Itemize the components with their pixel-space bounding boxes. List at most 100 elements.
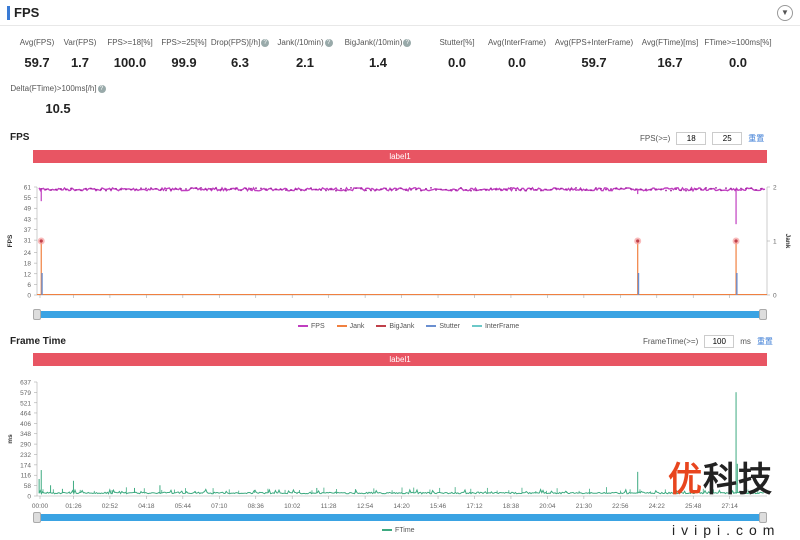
fps-point	[630, 188, 632, 190]
fps-point	[120, 188, 122, 191]
ftime-series-line	[38, 488, 764, 495]
fps-point	[395, 189, 397, 192]
fps-point	[255, 187, 257, 190]
metric-value: 0.0	[507, 55, 527, 70]
fps-point	[505, 188, 507, 191]
frametime-unit: ms	[740, 337, 751, 346]
fps-point	[360, 187, 362, 190]
fps-point	[200, 187, 202, 189]
y-tick-label: 12	[24, 271, 32, 278]
frametime-legend: FTime	[382, 527, 415, 534]
fps-point	[570, 188, 572, 190]
frametime-threshold-input[interactable]	[704, 335, 735, 348]
metric-value: 1.7	[70, 55, 90, 70]
metric-label: Delta(FTime)>100ms[/h]?	[8, 84, 108, 93]
slider-handle-left[interactable]	[33, 512, 41, 523]
fps-point	[115, 187, 117, 190]
metric-label: Drop(FPS)[/h]?	[190, 38, 290, 47]
y-tick-label: 174	[20, 462, 31, 469]
fps-point	[615, 187, 617, 190]
fps-point	[670, 189, 672, 192]
legend-item-stutter[interactable]: Stutter	[426, 323, 460, 330]
fps-reset-link[interactable]: 重置	[748, 134, 765, 143]
y-tick-label: 232	[20, 452, 31, 459]
help-icon[interactable]: ?	[97, 84, 106, 93]
fps-point	[70, 187, 72, 190]
slider-handle-right[interactable]	[759, 309, 767, 320]
legend-item-interframe[interactable]: InterFrame	[471, 323, 519, 330]
fps-point	[620, 187, 622, 190]
metric-10: Avg(FTime)[ms] 16.7	[620, 38, 720, 70]
fps-point	[700, 188, 702, 191]
fps-point	[365, 189, 367, 192]
frametime-label-bar[interactable]: label1	[33, 353, 767, 366]
y-tick-label: 61	[24, 185, 32, 192]
frametime-chart: 0 58 116 174 232 290 348 406 464 521 579 637 00:00 01…	[7, 380, 767, 510]
help-icon[interactable]: ?	[261, 38, 270, 47]
y-tick-label: 637	[20, 380, 31, 387]
fps-threshold-label: FPS(>=)	[640, 134, 671, 143]
legend-label: Jank	[349, 323, 365, 330]
legend-item-fps[interactable]: FPS	[298, 323, 325, 330]
metric-value: 0.0	[728, 55, 748, 70]
fps-point	[105, 189, 107, 192]
fps-point	[745, 187, 747, 190]
fps-point	[715, 186, 717, 189]
fps-point	[640, 188, 642, 191]
fps-threshold-2-input[interactable]	[712, 132, 743, 145]
slider-handle-right[interactable]	[759, 512, 767, 523]
y-tick-label: 6	[27, 282, 31, 289]
fps-point	[590, 189, 592, 192]
fps-point	[195, 187, 197, 190]
legend-item-ftime[interactable]: FTime	[382, 527, 415, 534]
fps-threshold-1-input[interactable]	[676, 132, 707, 145]
chevron-down-icon[interactable]: ▼	[777, 5, 793, 21]
fps-point	[275, 188, 277, 191]
fps-point	[460, 187, 462, 189]
legend-label: FPS	[311, 323, 325, 330]
legend-swatch	[298, 325, 308, 328]
fps-point	[160, 188, 162, 191]
watermark-site: ivipi.com	[672, 522, 781, 538]
panel-title: FPS	[14, 5, 40, 20]
fps-point	[305, 188, 307, 191]
legend-item-bigjank[interactable]: BigJank	[376, 323, 414, 330]
fps-point	[140, 187, 142, 190]
help-icon[interactable]: ?	[403, 38, 412, 47]
fps-label-bar[interactable]: label1	[33, 150, 767, 163]
y2-tick-label: 2	[773, 185, 777, 192]
fps-point	[385, 187, 387, 190]
metric-label: BigJank(/10min)?	[328, 38, 428, 47]
fps-point	[560, 187, 562, 190]
metric-value: 0.0	[447, 55, 467, 70]
fps-point	[135, 188, 137, 191]
fps-zoom-slider[interactable]	[33, 309, 767, 320]
fps-point	[155, 187, 157, 190]
fps-point	[310, 187, 312, 190]
x-tick-label: 27:14	[722, 503, 739, 510]
metric-label: Jank(/10min)?	[255, 38, 355, 47]
fps-point	[55, 188, 57, 191]
slider-handle-left[interactable]	[33, 309, 41, 320]
fps-series-line	[38, 186, 766, 193]
fps-point	[555, 187, 557, 190]
fps-point	[315, 188, 317, 191]
legend-swatch	[376, 325, 387, 328]
help-icon[interactable]: ?	[324, 38, 333, 47]
metric-label: FTime>=100ms[%]	[704, 38, 772, 47]
fps-point	[520, 188, 522, 191]
fps-point	[335, 189, 337, 192]
fps-point	[515, 189, 517, 192]
fps-point	[720, 189, 722, 192]
frametime-zoom-slider[interactable]	[33, 512, 767, 523]
fps-legend: FPS Jank BigJank Stutter InterFrame	[298, 323, 519, 330]
legend-item-jank[interactable]: Jank	[336, 323, 365, 330]
fps-point	[185, 188, 187, 190]
fps-point	[285, 189, 287, 191]
frametime-reset-link[interactable]: 重置	[756, 337, 773, 346]
legend-label: BigJank	[389, 323, 415, 330]
fps-point	[110, 188, 112, 191]
bigjank-marker	[734, 239, 738, 243]
fps-point	[190, 187, 192, 190]
fps-point	[205, 188, 207, 191]
